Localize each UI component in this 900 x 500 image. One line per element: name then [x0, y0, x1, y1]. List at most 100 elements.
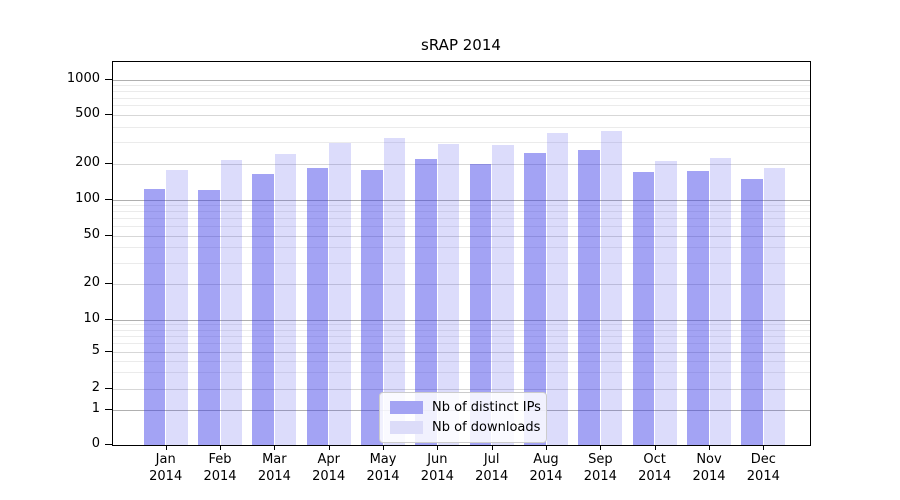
- y-tick-mark-1000: [105, 78, 112, 80]
- gridline-minor-80: [113, 211, 810, 213]
- x-tick-mark-jun: [437, 445, 439, 450]
- y-tick-mark-500: [105, 113, 112, 115]
- x-tick-mark-jan: [165, 445, 167, 450]
- bar-distinct-ips-sep: [578, 150, 600, 445]
- x-tick-month-jan: Jan: [155, 452, 176, 467]
- chart-title: sRAP 2014: [421, 36, 501, 54]
- y-tick-mark-20: [105, 283, 112, 284]
- x-tick-year-may: 2014: [366, 469, 400, 484]
- gridline-minor-9: [113, 324, 810, 326]
- gridline-minor-400: [113, 126, 810, 128]
- x-tick-month-mar: Mar: [262, 452, 287, 467]
- bar-distinct-ips-jul: [469, 164, 492, 445]
- gridline-minor-7: [113, 335, 810, 337]
- gridline-5: [113, 351, 810, 353]
- x-tick-mark-sep: [600, 445, 602, 450]
- y-tick-label-100: 100: [75, 190, 100, 206]
- x-tick-month-dec: Dec: [750, 452, 776, 467]
- gridline-100: [113, 199, 810, 201]
- x-tick-year-aug: 2014: [529, 469, 563, 484]
- gridline-minor-70: [113, 218, 810, 220]
- x-tick-month-nov: Nov: [696, 452, 722, 467]
- y-tick-mark-5: [105, 350, 112, 352]
- legend-swatch-distinct-ips: [390, 401, 423, 414]
- bar-downloads-nov: [709, 158, 731, 445]
- x-tick-mark-may: [383, 445, 385, 450]
- bar-distinct-ips-jun: [415, 158, 437, 445]
- y-tick-label-20: 20: [83, 275, 100, 290]
- bar-downloads-mar: [274, 154, 297, 445]
- x-tick-month-sep: Sep: [588, 452, 613, 467]
- gridline-minor-700: [113, 97, 810, 99]
- bar-downloads-apr: [329, 143, 351, 445]
- bar-distinct-ips-oct: [632, 172, 655, 445]
- x-tick-mark-mar: [274, 445, 276, 450]
- x-tick-month-aug: Aug: [533, 452, 559, 467]
- x-tick-year-jun: 2014: [420, 469, 454, 484]
- x-tick-label-jan: Jan 2014: [134, 451, 198, 485]
- legend-item-downloads: Nb of downloads: [390, 420, 540, 435]
- x-tick-label-mar: Mar 2014: [242, 451, 306, 485]
- y-tick-label-5: 5: [91, 342, 100, 358]
- gridline-200: [113, 164, 810, 165]
- gridline-50: [113, 235, 810, 237]
- y-tick-label-2: 2: [91, 380, 100, 395]
- x-tick-year-apr: 2014: [312, 469, 346, 484]
- y-tick-mark-1: [105, 409, 112, 410]
- y-tick-mark-100: [105, 198, 112, 200]
- x-tick-month-oct: Oct: [643, 452, 666, 467]
- gridline-minor-300: [113, 142, 810, 144]
- gridline-minor-3: [113, 372, 810, 374]
- y-tick-label-1: 1: [91, 401, 100, 416]
- x-tick-label-sep: Sep 2014: [568, 451, 632, 485]
- plot-area: Nb of distinct IPs Nb of downloads: [112, 61, 811, 446]
- gridline-minor-800: [113, 90, 810, 92]
- bar-downloads-jun: [437, 143, 460, 445]
- x-tick-label-jul: Jul 2014: [460, 451, 524, 485]
- x-tick-label-oct: Oct 2014: [623, 451, 687, 485]
- gridline-minor-900: [113, 84, 810, 86]
- y-tick-mark-2: [105, 388, 112, 389]
- bar-distinct-ips-nov: [687, 171, 709, 445]
- gridline-10: [113, 319, 810, 321]
- x-tick-year-nov: 2014: [692, 469, 726, 484]
- x-tick-month-jun: Jun: [427, 452, 448, 467]
- x-tick-mark-feb: [220, 445, 222, 450]
- x-tick-year-sep: 2014: [583, 469, 617, 484]
- gridline-1000: [113, 79, 810, 81]
- y-tick-label-1000: 1000: [66, 70, 100, 86]
- x-tick-label-nov: Nov 2014: [677, 451, 741, 485]
- bar-downloads-aug: [546, 133, 568, 445]
- legend: Nb of distinct IPs Nb of downloads: [379, 392, 547, 443]
- x-tick-year-oct: 2014: [638, 469, 672, 484]
- x-tick-mark-jul: [491, 445, 493, 450]
- y-tick-label-500: 500: [75, 105, 100, 121]
- x-tick-month-apr: Apr: [317, 452, 340, 467]
- gridline-2: [113, 389, 810, 390]
- x-tick-year-dec: 2014: [746, 469, 780, 484]
- y-tick-mark-0: [105, 444, 112, 445]
- x-tick-month-feb: Feb: [208, 452, 232, 467]
- x-tick-label-feb: Feb 2014: [188, 451, 252, 485]
- bar-downloads-jan: [166, 170, 188, 445]
- x-tick-label-jun: Jun 2014: [405, 451, 469, 485]
- legend-swatch-downloads: [390, 421, 423, 434]
- legend-label-distinct-ips: Nb of distinct IPs: [432, 400, 541, 415]
- gridline-minor-40: [113, 247, 810, 249]
- legend-label-downloads: Nb of downloads: [432, 420, 541, 435]
- gridline-minor-90: [113, 204, 810, 206]
- x-tick-mark-nov: [709, 445, 710, 450]
- x-tick-mark-aug: [546, 445, 547, 450]
- bar-distinct-ips-dec: [741, 178, 763, 445]
- x-tick-mark-dec: [763, 445, 765, 450]
- y-tick-label-0: 0: [91, 436, 100, 451]
- x-tick-year-jan: 2014: [149, 469, 183, 484]
- x-tick-year-mar: 2014: [257, 469, 291, 484]
- y-tick-label-200: 200: [75, 155, 100, 170]
- y-tick-label-50: 50: [83, 226, 100, 242]
- bar-downloads-oct: [655, 161, 677, 445]
- bar-distinct-ips-aug: [524, 153, 546, 445]
- y-tick-mark-200: [105, 163, 112, 164]
- gridline-minor-60: [113, 226, 810, 228]
